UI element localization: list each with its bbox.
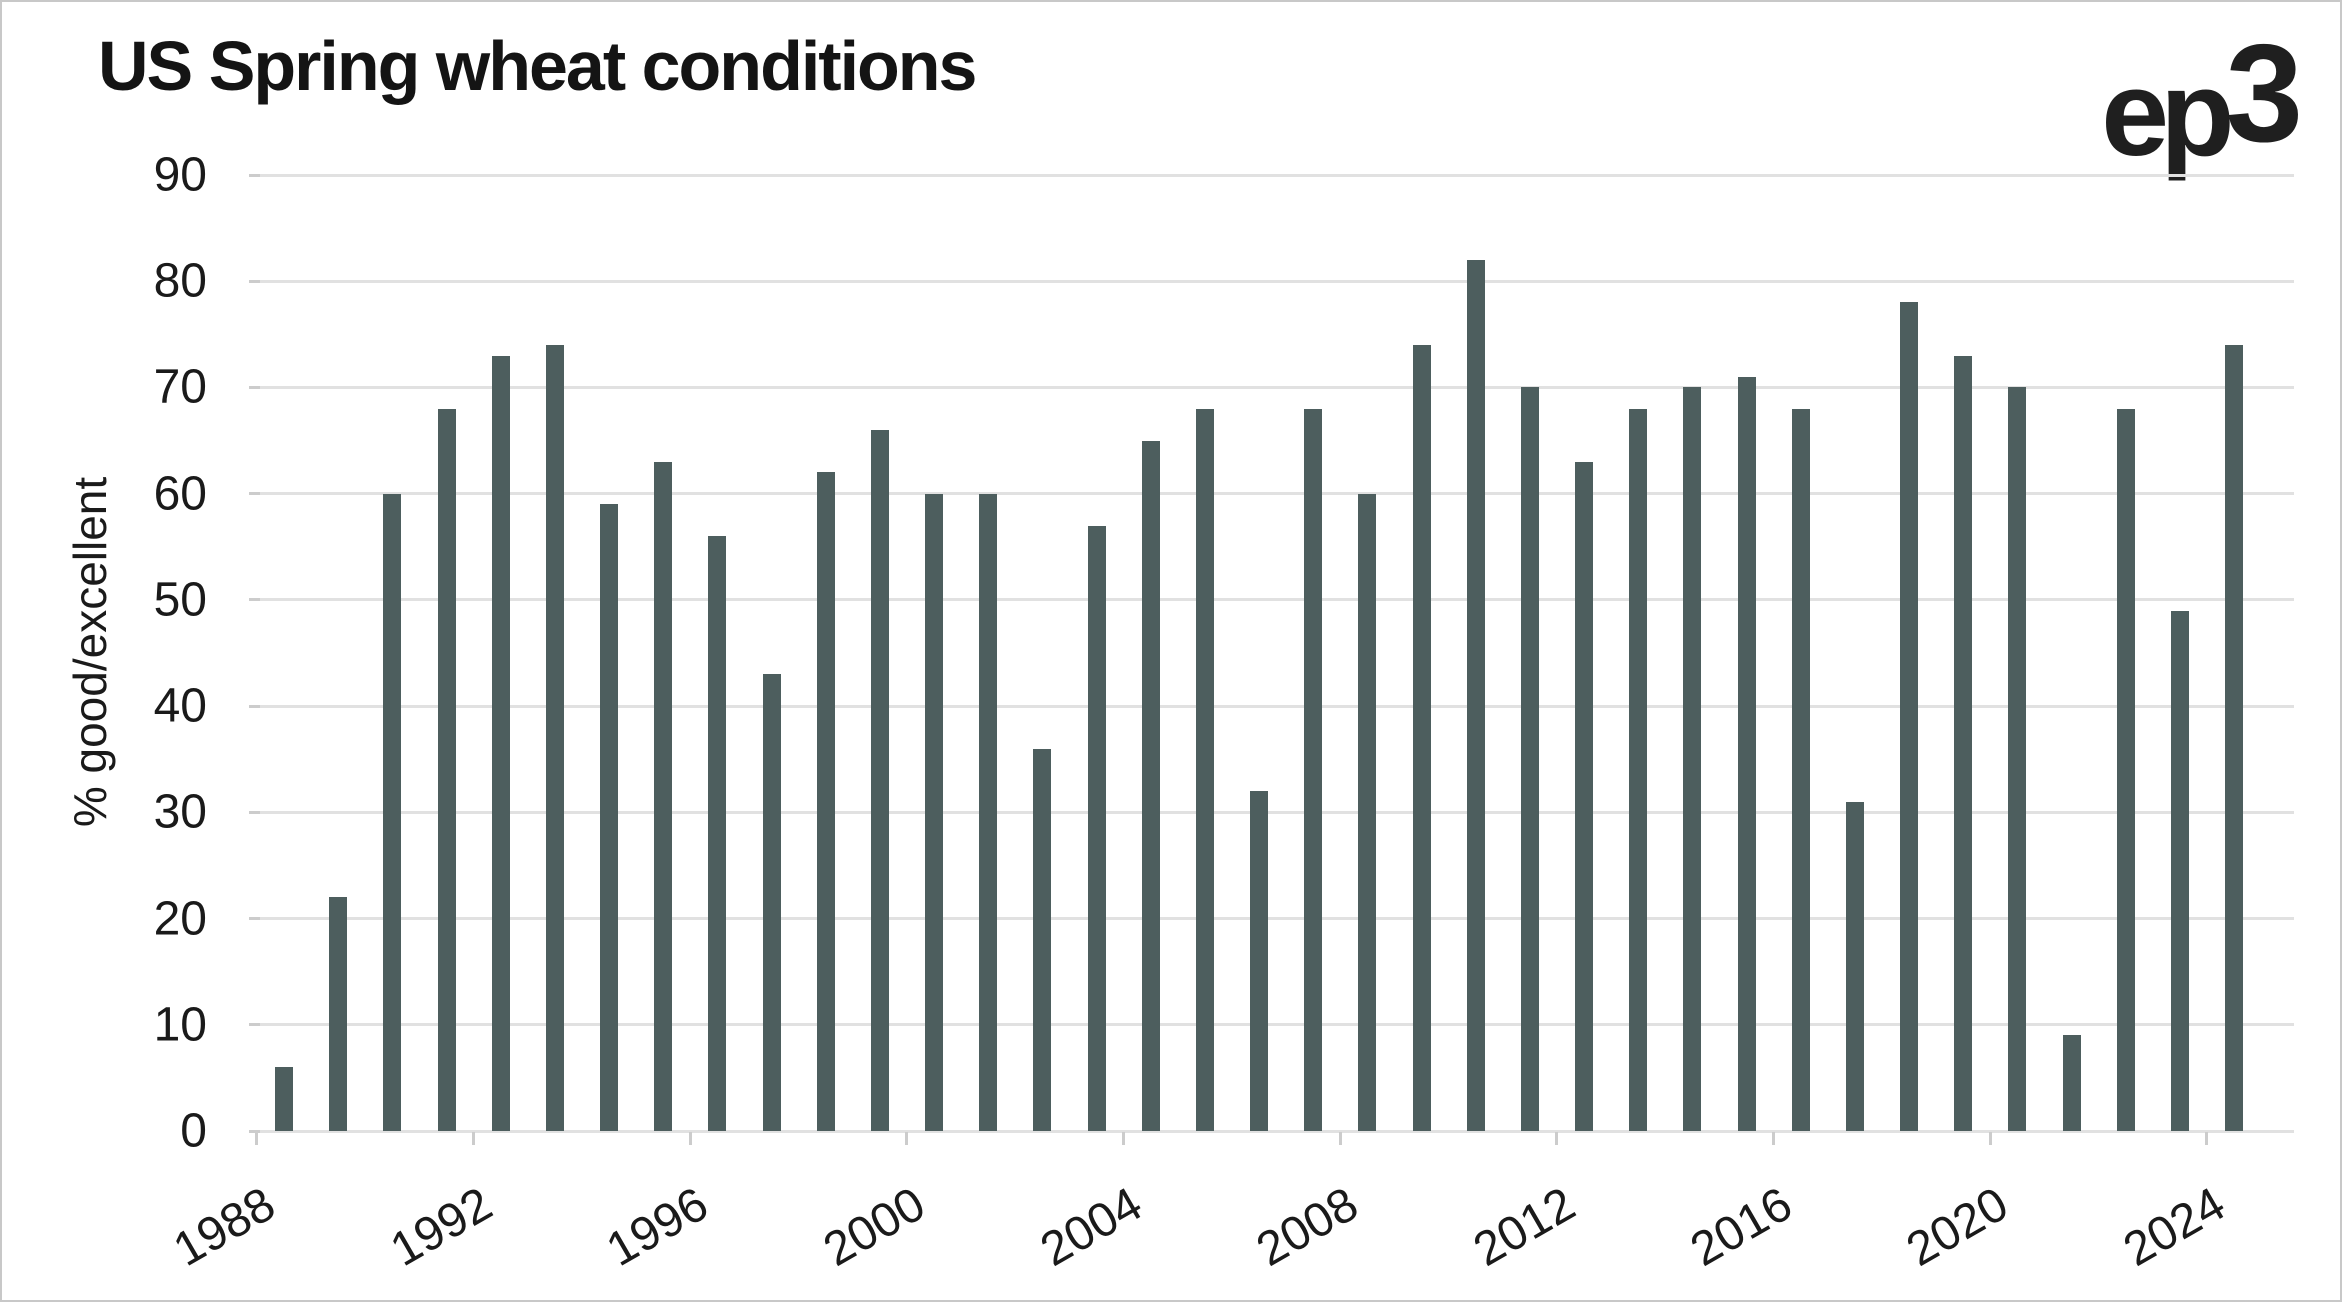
y-tick-mark — [249, 917, 260, 921]
bar-1991 — [437, 408, 456, 1131]
bar-2013 — [1629, 408, 1648, 1131]
bar-2004 — [1141, 440, 1160, 1131]
bar-2021 — [2062, 1035, 2081, 1131]
bar-2012 — [1575, 461, 1593, 1131]
bar-1997 — [762, 674, 781, 1131]
y-tick-mark — [249, 704, 260, 708]
y-tick-mark — [249, 279, 260, 283]
bar-1993 — [545, 344, 564, 1131]
x-tick-mark-1996 — [688, 1132, 692, 1145]
x-tick-label-1996: 1996 — [598, 1177, 718, 1277]
x-tick-mark-2024 — [2205, 1132, 2209, 1145]
x-tick-label-2016: 2016 — [1681, 1177, 1801, 1277]
y-tick-mark — [249, 1129, 260, 1133]
bar-1995 — [654, 461, 673, 1131]
bar-2014 — [1683, 387, 1702, 1131]
bar-2019 — [1954, 355, 1973, 1131]
bar-2015 — [1737, 376, 1756, 1131]
bar-1999 — [870, 429, 889, 1131]
x-tick-label-2004: 2004 — [1031, 1177, 1151, 1277]
gridline-y-70 — [260, 385, 2294, 389]
bar-2010 — [1466, 259, 1485, 1131]
bar-2018 — [1900, 302, 1918, 1131]
y-tick-label: 60 — [153, 467, 207, 521]
bar-2023 — [2170, 610, 2189, 1131]
gridline-y-10 — [260, 1023, 2294, 1027]
bar-1996 — [708, 536, 727, 1131]
bar-1990 — [383, 493, 402, 1131]
y-tick-label: 30 — [153, 785, 207, 839]
x-tick-mark-2008 — [1338, 1132, 1342, 1145]
bar-1988 — [275, 1067, 293, 1131]
bar-2011 — [1520, 387, 1539, 1131]
y-tick-label: 0 — [180, 1104, 207, 1158]
gridline-y-90 — [260, 173, 2294, 177]
bar-1992 — [491, 355, 510, 1131]
bar-2022 — [2116, 408, 2135, 1131]
x-tick-mark-1988 — [255, 1132, 259, 1145]
y-tick-mark — [249, 598, 260, 602]
bar-1989 — [329, 897, 348, 1131]
y-tick-label: 50 — [153, 573, 207, 627]
gridline-y-0 — [260, 1129, 2294, 1133]
x-tick-mark-2000 — [905, 1132, 909, 1145]
x-tick-label-2012: 2012 — [1465, 1177, 1585, 1277]
bar-1994 — [600, 504, 618, 1131]
chart-title: US Spring wheat conditions — [98, 27, 977, 105]
x-tick-label-2020: 2020 — [1898, 1177, 2018, 1277]
logo-ep: ep — [2101, 44, 2234, 181]
x-tick-label-1988: 1988 — [165, 1177, 285, 1277]
x-tick-label-2008: 2008 — [1248, 1177, 1368, 1277]
bar-2016 — [1791, 408, 1810, 1131]
bar-1998 — [816, 472, 835, 1131]
bar-2008 — [1358, 493, 1377, 1131]
y-tick-label: 70 — [153, 360, 207, 414]
y-tick-label: 20 — [153, 892, 207, 946]
y-tick-mark — [249, 810, 260, 814]
y-tick-mark — [249, 173, 260, 177]
bar-2001 — [979, 493, 998, 1131]
gridline-y-20 — [260, 917, 2294, 921]
y-tick-mark — [249, 385, 260, 389]
y-tick-label: 10 — [153, 998, 207, 1052]
bar-2000 — [925, 493, 943, 1131]
bar-2009 — [1412, 344, 1431, 1131]
bar-2002 — [1033, 748, 1052, 1131]
gridline-y-60 — [260, 492, 2294, 496]
gridline-y-30 — [260, 810, 2294, 814]
ep3-logo: ep3 — [2101, 24, 2303, 174]
x-tick-mark-2016 — [1772, 1132, 1776, 1145]
bar-2020 — [2008, 387, 2027, 1131]
bar-2007 — [1304, 408, 1323, 1131]
x-tick-mark-2012 — [1555, 1132, 1559, 1145]
x-tick-mark-1992 — [472, 1132, 476, 1145]
x-tick-label-1992: 1992 — [381, 1177, 501, 1277]
x-tick-mark-2004 — [1122, 1132, 1126, 1145]
logo-3: 3 — [2225, 16, 2303, 171]
x-tick-label-2024: 2024 — [2115, 1177, 2235, 1277]
x-tick-mark-2020 — [1988, 1132, 1992, 1145]
y-tick-label: 40 — [153, 679, 207, 733]
y-tick-label: 80 — [153, 254, 207, 308]
bar-2003 — [1087, 525, 1106, 1131]
y-tick-label: 90 — [153, 148, 207, 202]
y-tick-mark — [249, 492, 260, 496]
bar-2006 — [1250, 791, 1268, 1131]
gridline-y-80 — [260, 279, 2294, 283]
gridline-y-40 — [260, 704, 2294, 708]
x-tick-label-2000: 2000 — [815, 1177, 935, 1277]
bar-2017 — [1845, 801, 1864, 1131]
y-axis-label: % good/excellent — [64, 476, 116, 828]
y-tick-mark — [249, 1023, 260, 1027]
bar-2024 — [2225, 344, 2243, 1131]
bar-2005 — [1195, 408, 1214, 1131]
gridline-y-50 — [260, 598, 2294, 602]
